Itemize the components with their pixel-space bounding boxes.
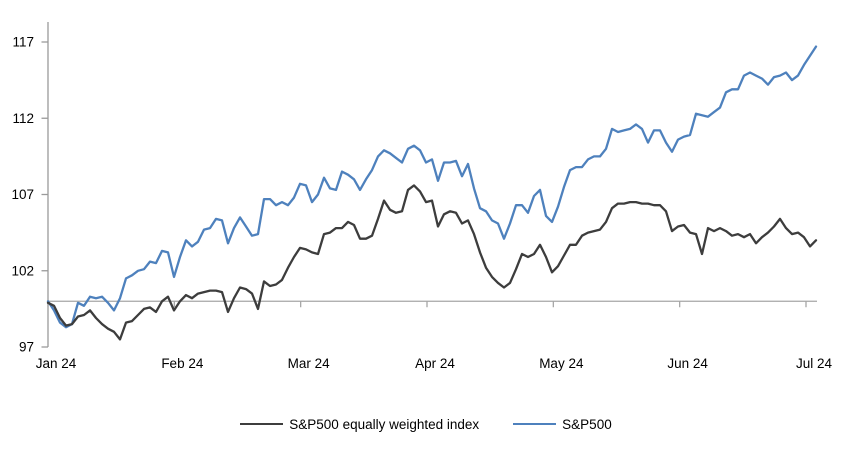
x-tick-label: Feb 24 [161, 356, 204, 371]
x-tick-label: Jul 24 [796, 356, 833, 371]
legend-line-swatch-sp500 [513, 423, 557, 425]
legend-line-swatch-equal-weight [240, 423, 284, 425]
y-tick-label: 102 [11, 263, 34, 278]
legend-label-equal-weight: S&P500 equally weighted index [289, 416, 480, 432]
chart-legend: S&P500 equally weighted index S&P500 [0, 409, 852, 439]
legend-label-sp500: S&P500 [562, 416, 612, 432]
x-tick-label: Mar 24 [288, 356, 331, 371]
series-line-equal-weight [46, 184, 818, 341]
series-line-sp500 [46, 45, 818, 329]
x-tick-label: May 24 [539, 356, 584, 371]
legend-item-equal-weight: S&P500 equally weighted index [240, 417, 479, 432]
line-chart: 97 102 107 112 117 Jan 24 Feb 24 Mar 24 Apr 24 Ma… [11, 22, 833, 371]
y-tick-label: 117 [12, 35, 34, 50]
x-tick-label: Apr 24 [415, 356, 455, 371]
legend-item-sp500: S&P500 [513, 417, 612, 432]
y-tick-label: 97 [19, 340, 34, 355]
x-tick-label: Jan 24 [36, 356, 77, 371]
x-tick-label: Jun 24 [667, 356, 708, 371]
y-tick-label: 112 [12, 111, 34, 126]
y-tick-label: 107 [11, 187, 34, 202]
